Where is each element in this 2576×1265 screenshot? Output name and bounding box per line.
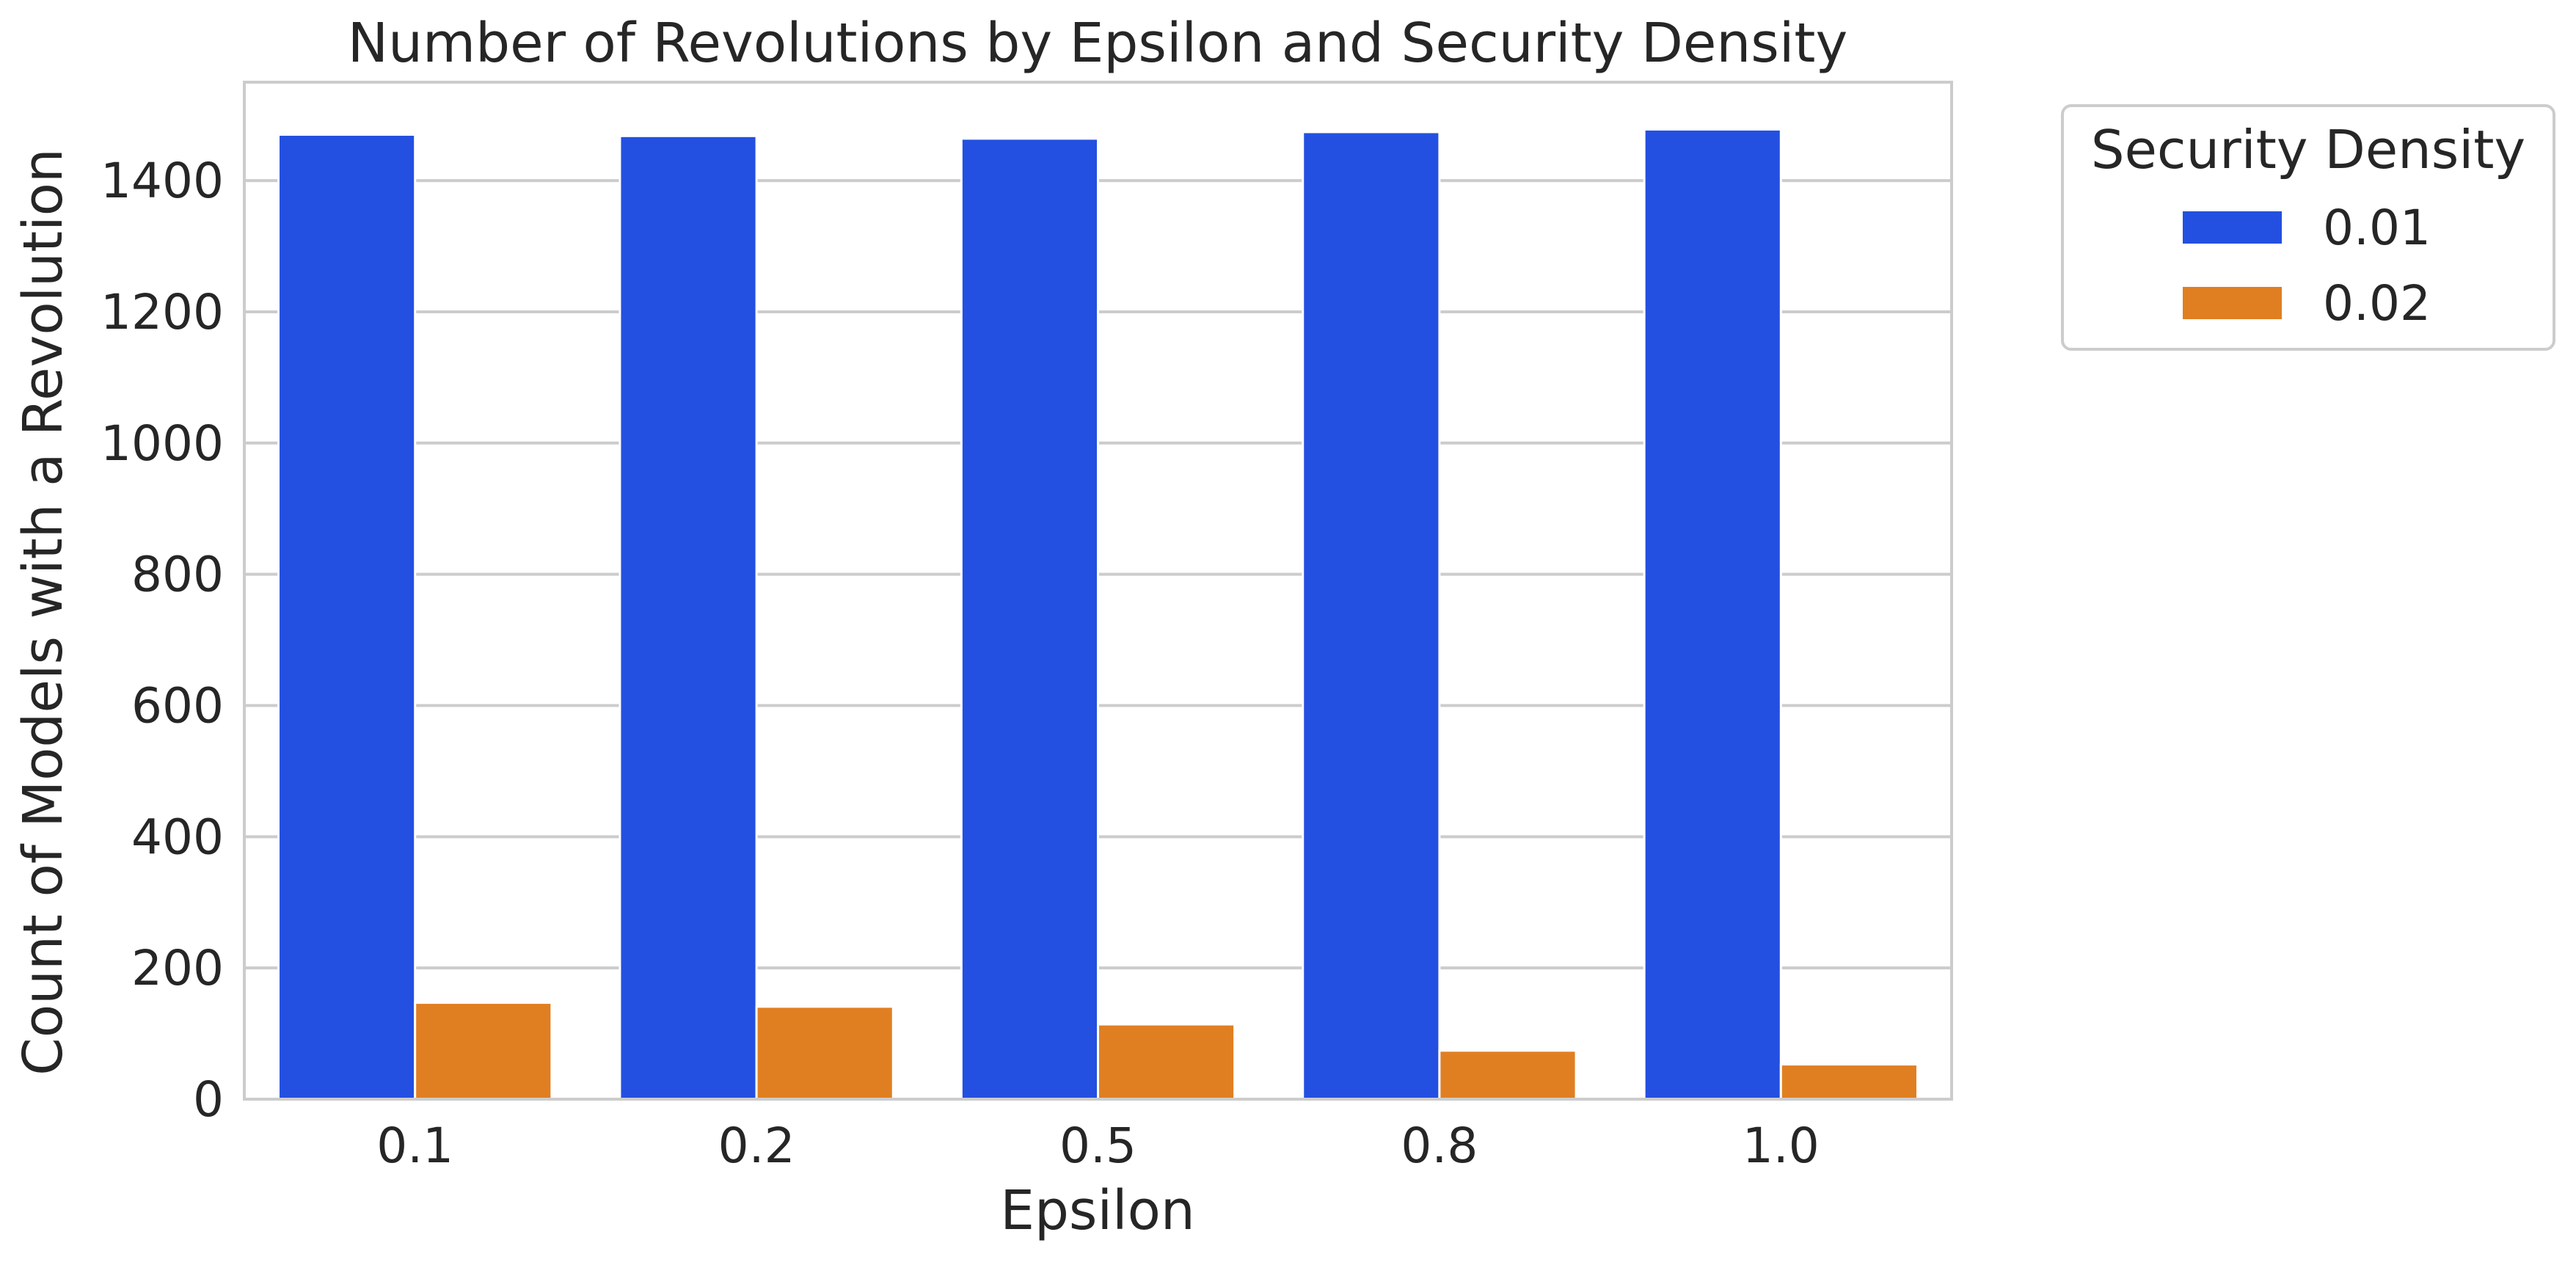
y-tick-label: 200: [131, 940, 224, 996]
x-axis-label: Epsilon: [1000, 1179, 1195, 1242]
y-axis-label: Count of Models with a Revolution: [12, 148, 75, 1076]
x-tick-label: 0.8: [1401, 1118, 1478, 1174]
plot-frame: [243, 81, 1953, 1101]
bar-1.0-0.02: [1779, 1063, 1919, 1101]
legend-swatch-0.02: [2183, 287, 2282, 319]
chart-title: Number of Revolutions by Epsilon and Sec…: [348, 12, 1847, 75]
x-tick-label: 0.2: [718, 1118, 795, 1174]
y-tick-label: 1200: [101, 284, 224, 340]
legend-label: 0.01: [2323, 200, 2431, 256]
legend: Security Density 0.01 0.02: [2061, 104, 2555, 351]
x-tick-label: 1.0: [1743, 1118, 1820, 1174]
x-tick-label: 0.1: [376, 1118, 453, 1174]
legend-entries: 0.01 0.02: [2183, 200, 2431, 332]
bar-0.1-0.02: [414, 1002, 553, 1101]
bar-0.5-0.01: [960, 137, 1099, 1101]
y-tick-label: 1000: [101, 415, 224, 472]
bars: [277, 128, 1919, 1101]
y-tick-label: 800: [131, 547, 224, 603]
bar-0.2-0.02: [755, 1005, 894, 1101]
legend-label: 0.02: [2323, 275, 2431, 332]
bar-0.2-0.01: [619, 134, 758, 1101]
legend-title: Security Density: [2091, 119, 2525, 181]
bar-0.8-0.02: [1438, 1049, 1577, 1101]
legend-swatch-0.01: [2183, 211, 2282, 244]
y-tick-label: 600: [131, 677, 224, 734]
bar-1.0-0.01: [1643, 128, 1782, 1101]
x-axis-ticks: 0.1 0.2 0.5 0.8 1.0: [376, 1118, 1820, 1174]
y-tick-label: 0: [193, 1071, 224, 1128]
x-tick-label: 0.5: [1059, 1118, 1136, 1174]
y-tick-label: 1400: [101, 153, 224, 209]
bar-0.8-0.01: [1302, 131, 1441, 1101]
bar-0.1-0.01: [277, 134, 417, 1101]
y-axis-ticks: 0 200 400 600 800 1000 1200 1400: [101, 153, 224, 1128]
bar-0.5-0.02: [1097, 1023, 1236, 1101]
y-tick-label: 400: [131, 809, 224, 865]
